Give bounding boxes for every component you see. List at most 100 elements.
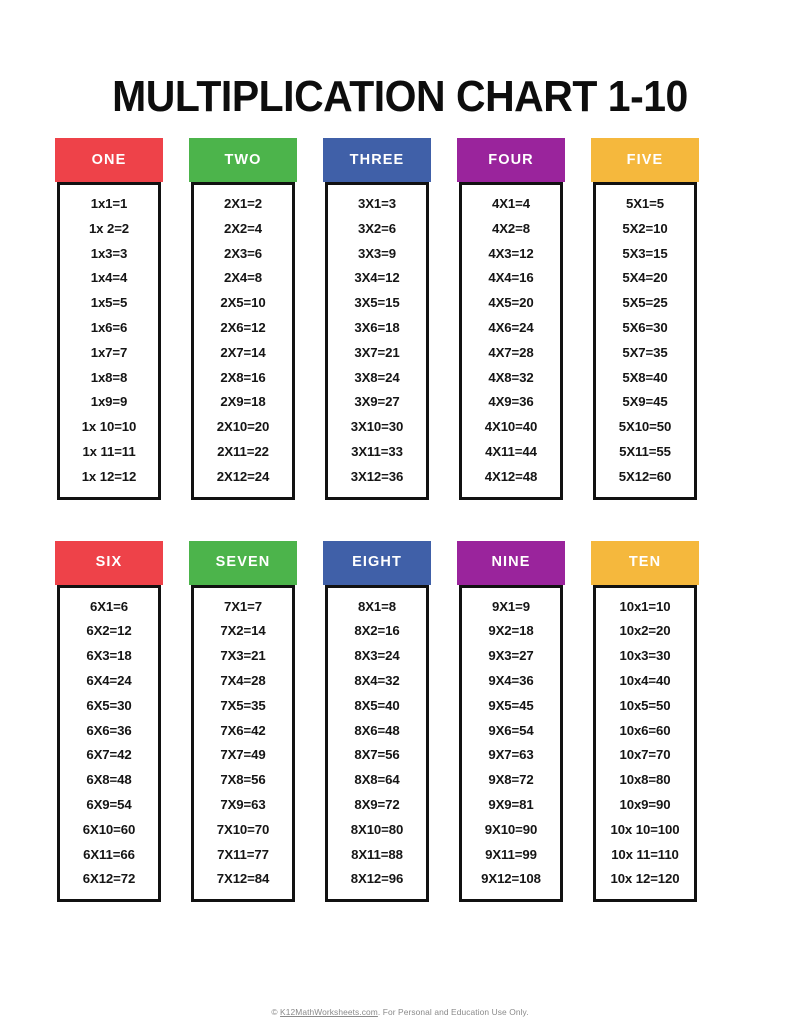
table-row: 10x8=80 [619,772,671,788]
table-row: 6X6=36 [86,722,132,738]
table-row: 6X10=60 [82,821,136,837]
table-row: 3X11=33 [351,443,403,459]
table-header-eight: EIGHT [323,540,431,585]
table-row: 6X2=12 [86,623,132,639]
table-body-two: 2X1=2 2X2=4 2X3=6 2X4=8 2X5=10 2X6=12 2X7=14 2X… [191,182,295,500]
table-row: 7X11=77 [217,846,269,862]
table-row: 1x4=4 [90,270,128,286]
footer-usage-text: . For Personal and Education Use Only. [377,1007,529,1017]
table-row: 2X1=2 [223,196,262,211]
table-body-six: 6X1=6 6X2=12 6X3=18 6X4=24 6X5=30 6X6=36 6X7=4… [57,584,161,903]
table-row: 8X6=48 [354,722,400,738]
table-row: 8X4=32 [354,672,400,688]
table-row: 8X8=64 [354,772,400,788]
multiplication-table-three: THREE 3X1=3 3X2=6 3X3=9 3X4=12 3X5=15 3X6=18 3X… [323,138,432,500]
table-row: 6X12=72 [82,871,136,887]
table-row: 4X10=40 [484,419,538,435]
table-row: 9X8=72 [488,772,534,788]
table-row: 9X12=108 [481,871,541,887]
table-header-label: SEVEN [215,554,271,571]
table-row: 9X11=99 [485,846,537,862]
table-row: 5X7=35 [622,344,668,360]
table-row: 9X5=45 [488,697,534,713]
table-row: 1x 10=10 [81,419,137,435]
table-row: 3X6=18 [354,319,400,335]
table-body-eight: 8X1=8 8X2=16 8X3=24 8X4=32 8X5=40 8X6=48 8X7=5… [325,584,429,903]
table-row: 3X5=15 [354,295,400,311]
table-row: 4X11=44 [485,443,537,459]
table-row: 4X7=28 [488,344,534,360]
table-row: 1x8=8 [90,369,128,385]
table-row: 5X12=60 [618,468,672,484]
table-header-label: EIGHT [352,554,402,571]
table-row: 2X10=20 [216,419,270,435]
table-row: 5X10=50 [618,419,672,435]
table-row: 6X4=24 [86,672,132,688]
multiplication-table-six: SIX 6X1=6 6X2=12 6X3=18 6X4=24 6X5=30 6X6=36 6X… [55,540,164,903]
table-row: 9X6=54 [488,722,534,738]
table-header-label: THREE [349,151,405,168]
table-row: 10x5=50 [619,697,671,713]
table-row: 3X2=6 [357,220,396,236]
table-row: 7X6=42 [220,722,266,738]
table-row: 3X4=12 [354,270,400,286]
table-row: 6X11=66 [83,846,135,862]
table-row: 1x9=9 [90,394,128,410]
table-row: 5X9=45 [622,394,668,410]
table-row: 10x3=30 [619,648,671,664]
table-row: 2X4=8 [223,270,262,286]
table-row: 5X11=55 [619,443,671,459]
table-row: 7X5=35 [220,697,266,713]
table-header-five: FIVE [591,138,699,182]
table-row: 6X7=42 [86,747,132,763]
multiplication-table-four: FOUR 4X1=4 4X2=8 4X3=12 4X4=16 4X5=20 4X6=24 4X… [457,138,566,500]
multiplication-table-eight: EIGHT 8X1=8 8X2=16 8X3=24 8X4=32 8X5=40 8X6=48… [323,540,432,903]
table-row: 3X1=3 [357,196,396,211]
table-row: 8X3=24 [354,648,400,664]
table-row: 9X1=9 [491,598,530,614]
table-header-label: ONE [91,151,127,168]
table-row: 10x 11=110 [611,846,679,862]
table-body-seven: 7X1=7 7X2=14 7X3=21 7X4=28 7X5=35 7X6=42 7X7=4… [191,584,295,903]
table-row: 2X9=18 [220,394,266,410]
table-row: 10x 10=100 [610,821,680,837]
table-row: 2X11=22 [217,443,269,459]
table-row: 5X4=20 [622,270,668,286]
table-row: 2X6=12 [220,319,266,335]
multiplication-table-ten: TEN 10x1=10 10x2=20 10x3=30 10x4=40 10x5=50 10… [591,540,700,903]
table-row: 9X10=90 [484,821,538,837]
table-row: 2X5=10 [220,295,266,311]
table-row: 10x7=70 [619,747,671,763]
table-row: 5X6=30 [622,319,668,335]
table-header-label: SIX [95,554,123,571]
table-row: 2X8=16 [220,369,266,385]
table-row: 6X1=6 [89,598,128,614]
table-row: 9X4=36 [488,672,534,688]
table-row: 4X1=4 [491,196,530,211]
table-row: 1x 2=2 [88,220,130,236]
table-header-label: FOUR [488,151,534,168]
table-row: 5X8=40 [622,369,668,385]
table-row: 9X3=27 [488,648,534,664]
table-row: 8X11=88 [351,846,403,862]
table-row: 7X9=63 [220,796,266,812]
multiplication-table-five: FIVE 5X1=5 5X2=10 5X3=15 5X4=20 5X5=25 5X6=30 5… [591,138,700,500]
table-row: 4X8=32 [488,369,534,385]
table-row: 8X7=56 [354,747,400,763]
table-row: 2X7=14 [220,344,266,360]
table-row: 1x6=6 [90,319,128,335]
multiplication-table-two: TWO 2X1=2 2X2=4 2X3=6 2X4=8 2X5=10 2X6=12 2X7=1… [189,138,298,500]
table-row: 9X7=63 [488,747,534,763]
table-body-ten: 10x1=10 10x2=20 10x3=30 10x4=40 10x5=50 10x6=… [593,584,697,903]
table-row: 1x3=3 [90,245,128,261]
table-row: 8X10=80 [350,821,404,837]
table-row: 8X1=8 [357,598,396,614]
k12mathworksheets-link[interactable]: K12MathWorksheets.com [280,1007,378,1017]
table-row: 9X2=18 [488,623,534,639]
table-body-one: 1x1=1 1x 2=2 1x3=3 1x4=4 1x5=5 1x6=6 1x7=7 1x8=… [57,182,161,500]
multiplication-table-one: ONE 1x1=1 1x 2=2 1x3=3 1x4=4 1x5=5 1x6=6 1x7=7 1… [55,138,164,500]
table-row: 1x1=1 [90,196,128,211]
table-row: 6X9=54 [86,796,132,812]
table-row: 3X9=27 [354,394,400,410]
